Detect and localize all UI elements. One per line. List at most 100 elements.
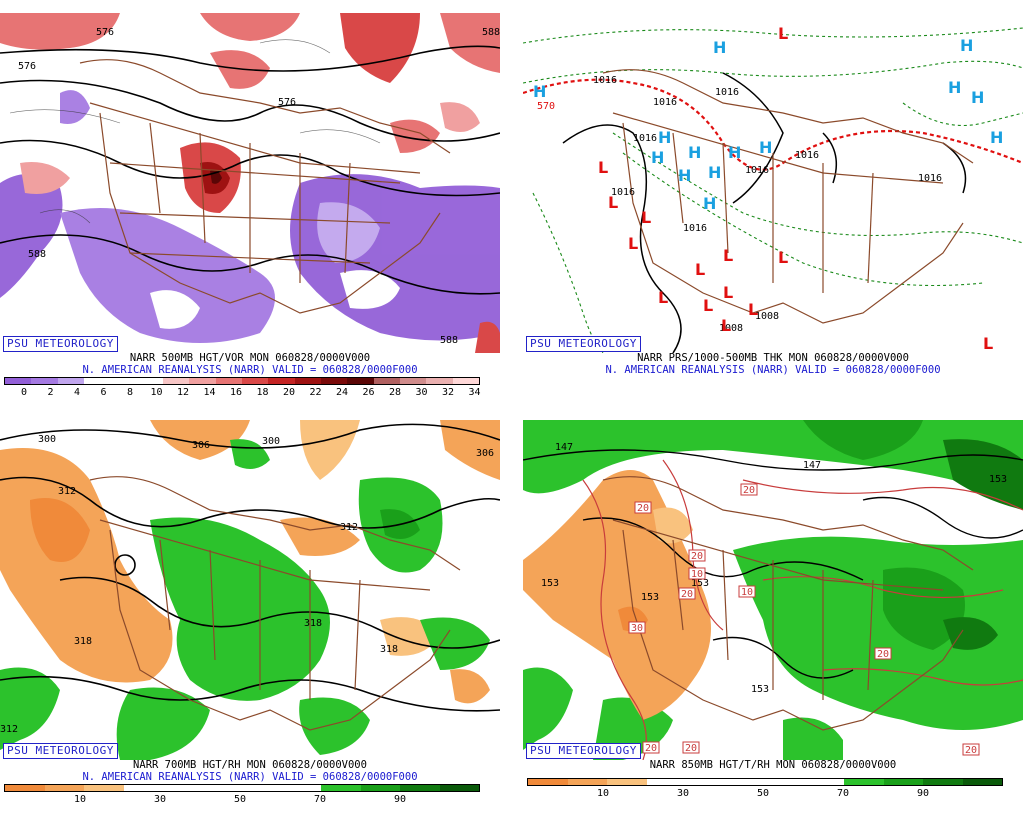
color-scale-tick: 30 xyxy=(676,788,690,799)
color-scale-tick: 70 xyxy=(313,794,327,805)
high-pressure-symbol: H xyxy=(948,78,961,97)
color-scale-swatch xyxy=(567,779,607,785)
color-scale-tick: 22 xyxy=(309,387,322,398)
contour-label: 1016 xyxy=(633,133,657,144)
color-scale-tick: 34 xyxy=(468,387,481,398)
contour-label: 1016 xyxy=(918,173,942,184)
high-pressure-symbol: H xyxy=(960,36,973,55)
contour-label: 576 xyxy=(278,97,296,108)
color-scale-swatch xyxy=(123,785,163,791)
color-scale-swatch xyxy=(360,785,400,791)
low-pressure-symbol: L xyxy=(778,24,788,43)
color-scale-tick: 50 xyxy=(756,788,770,799)
color-scale-swatch xyxy=(83,378,111,384)
low-pressure-symbol: L xyxy=(703,296,713,315)
panel-subtitle: N. AMERICAN REANALYSIS (NARR) VALID = 06… xyxy=(82,771,418,783)
color-scale-swatch xyxy=(215,378,242,384)
color-scale-swatch xyxy=(804,779,844,785)
color-scale-swatch xyxy=(962,779,1002,785)
color-scale-swatch xyxy=(31,378,58,384)
low-pressure-symbol: L xyxy=(748,300,758,319)
high-pressure-symbol: H xyxy=(728,143,741,162)
color-scale-swatch xyxy=(373,378,400,384)
temperature-label: 20 xyxy=(743,485,755,496)
color-scale-swatch xyxy=(426,378,453,384)
high-pressure-symbol: H xyxy=(990,128,1003,147)
color-scale-swatch xyxy=(268,378,295,384)
color-scale-ticks: 10 30 50 70 90 xyxy=(523,788,1023,800)
color-scale-swatch xyxy=(452,378,479,384)
color-scale-swatch xyxy=(189,378,216,384)
color-scale-swatch xyxy=(923,779,963,785)
low-pressure-symbol: L xyxy=(695,260,705,279)
temperature-label: 20 xyxy=(691,551,703,562)
color-scale-swatch xyxy=(241,378,269,384)
high-pressure-symbol: H xyxy=(688,143,701,162)
contour-label: 1016 xyxy=(745,165,769,176)
color-scale-swatch xyxy=(44,785,84,791)
color-scale-swatch xyxy=(883,779,923,785)
low-pressure-symbol: L xyxy=(723,283,733,302)
contour-label: 570 xyxy=(537,101,555,112)
color-scale-tick: 30 xyxy=(415,387,428,398)
temperature-label: 20 xyxy=(637,503,649,514)
contour-label: 153 xyxy=(541,578,559,589)
panel-title: NARR PRS/1000-500MB THK MON 060828/0000V… xyxy=(637,352,909,364)
temperature-label: 20 xyxy=(965,745,977,756)
color-scale-tick: 12 xyxy=(176,387,190,398)
panel-title: NARR 500MB HGT/VOR MON 060828/0000V000 xyxy=(129,352,371,364)
color-scale-swatch xyxy=(528,779,568,785)
contour-label: 1016 xyxy=(795,150,819,161)
high-pressure-symbol: H xyxy=(678,166,691,185)
color-scale-swatch xyxy=(765,779,805,785)
panel-thickness: 1016 1016 1016 1016 1016 1016 1016 1016 … xyxy=(523,13,1023,399)
color-scale-tick: 10 xyxy=(150,387,163,398)
source-badge: PSU METEOROLOGY xyxy=(3,336,118,352)
color-scale-swatch xyxy=(646,779,686,785)
color-scale-tick: 20 xyxy=(282,387,296,398)
color-scale-swatch xyxy=(57,378,84,384)
contour-label: 300 xyxy=(262,436,280,447)
panel-subtitle: N. AMERICAN REANALYSIS (NARR) VALID = 06… xyxy=(605,364,941,376)
color-scale-ticks: 10 30 50 70 90 xyxy=(0,794,500,806)
color-scale-tick: 16 xyxy=(229,387,243,398)
high-pressure-symbol: H xyxy=(533,82,546,101)
panel-500mb-vorticity: 576 576 588 588 588 576 PSU METEOROLOGY … xyxy=(0,13,500,399)
temperature-label: 20 xyxy=(681,589,693,600)
contour-label: 312 xyxy=(0,724,18,735)
contour-label: 153 xyxy=(641,592,659,603)
color-scale-tick: 2 xyxy=(47,387,54,398)
map-850mb: 147 147 153 153 153 153 153 20 20 20 10 … xyxy=(523,420,1023,760)
contour-label: 588 xyxy=(28,249,46,260)
low-pressure-symbol: L xyxy=(723,246,733,265)
panel-title: NARR 700MB HGT/RH MON 060828/0000V000 xyxy=(133,759,367,771)
low-pressure-symbol: L xyxy=(598,158,608,177)
color-scale-tick: 24 xyxy=(335,387,349,398)
color-scale-swatch xyxy=(725,779,765,785)
color-scale-swatch xyxy=(84,785,124,791)
color-scale-bar xyxy=(527,778,1003,786)
temperature-label: 10 xyxy=(741,587,753,598)
temperature-label: 20 xyxy=(645,743,657,754)
contour-label: 306 xyxy=(476,448,494,459)
color-scale-tick: 30 xyxy=(153,794,167,805)
high-pressure-symbol: H xyxy=(713,38,726,57)
map-700mb: 300 306 300 306 312 312 318 318 318 312 xyxy=(0,420,500,760)
color-scale-bar xyxy=(4,784,480,792)
color-scale-swatch xyxy=(110,378,137,384)
high-pressure-symbol: H xyxy=(651,148,664,167)
contour-label: 306 xyxy=(192,440,210,451)
color-scale-tick: 28 xyxy=(388,387,402,398)
temperature-label: 10 xyxy=(691,569,703,580)
color-scale-tick: 26 xyxy=(362,387,375,398)
low-pressure-symbol: L xyxy=(641,208,651,227)
temperature-label: 30 xyxy=(631,623,643,634)
color-scale-bar xyxy=(4,377,480,385)
contour-label: 588 xyxy=(440,335,458,346)
color-scale-tick: 14 xyxy=(203,387,216,398)
color-scale-swatch xyxy=(321,785,361,791)
source-badge: PSU METEOROLOGY xyxy=(526,743,641,759)
color-scale-swatch xyxy=(281,785,321,791)
color-scale-swatch xyxy=(399,378,427,384)
contour-label: 1008 xyxy=(755,311,779,322)
